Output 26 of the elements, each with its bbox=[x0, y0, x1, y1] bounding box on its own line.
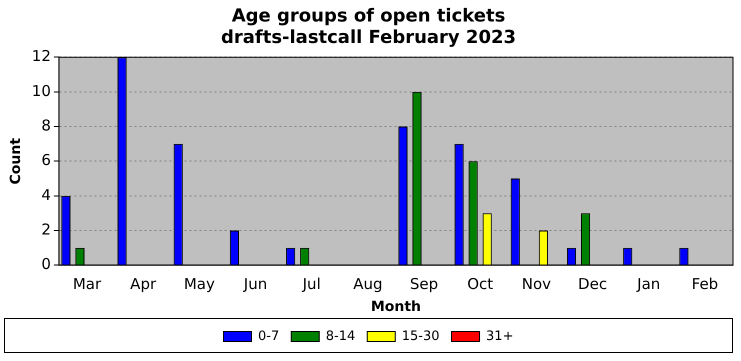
chart-title: Age groups of open tickets drafts-lastcall February 2023 bbox=[220, 5, 516, 48]
y-tick-label: 12 bbox=[32, 47, 51, 66]
y-tick-label: 0 bbox=[41, 255, 51, 274]
y-tick-label: 10 bbox=[32, 82, 51, 100]
x-axis-title: Month bbox=[370, 299, 422, 316]
x-tick-label: Jun bbox=[242, 275, 268, 294]
legend-label: 31+ bbox=[486, 328, 514, 344]
y-tick-label: 6 bbox=[41, 151, 51, 170]
x-tick-label: Dec bbox=[578, 275, 608, 294]
x-tick-label: Feb bbox=[692, 275, 718, 294]
x-tick-label: Mar bbox=[72, 275, 102, 294]
y-tick-label: 4 bbox=[41, 186, 51, 204]
x-tick-label: May bbox=[184, 275, 215, 294]
x-tick-label: Jul bbox=[302, 275, 321, 294]
x-tick-label: Nov bbox=[522, 275, 552, 294]
legend-label: 0-7 bbox=[258, 328, 280, 344]
x-tick-label: Sep bbox=[410, 275, 438, 294]
x-tick-label: Jan bbox=[636, 275, 660, 294]
y-tick-label: 8 bbox=[41, 116, 51, 134]
x-tick-label: Oct bbox=[467, 275, 494, 294]
x-tick-label: Apr bbox=[130, 275, 157, 294]
y-tick-label: 2 bbox=[41, 220, 51, 238]
x-tick-label: Aug bbox=[353, 275, 383, 294]
y-axis-title: Count bbox=[8, 138, 24, 184]
legend-label: 15-30 bbox=[402, 328, 440, 344]
legend-label: 8-14 bbox=[326, 328, 356, 344]
